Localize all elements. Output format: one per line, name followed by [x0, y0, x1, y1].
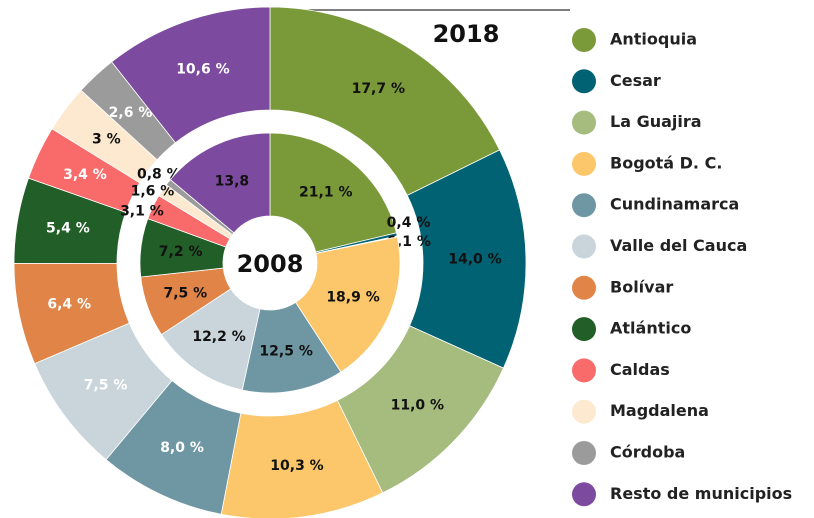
legend-label: Bogotá D. C. — [610, 153, 722, 172]
legend-swatch — [572, 275, 596, 300]
legend-swatch — [572, 441, 596, 465]
legend-label: Caldas — [610, 360, 670, 379]
segment-label: 3 % — [92, 132, 121, 148]
legend-label: Magdalena — [610, 401, 709, 420]
legend-swatch — [572, 151, 596, 176]
legend-swatch — [572, 193, 596, 218]
segment-label: 12,2 % — [192, 329, 245, 345]
legend-label: Bolívar — [610, 277, 673, 296]
donut-segment — [269, 6, 501, 196]
segment-label: 13,8 — [215, 173, 250, 189]
legend-swatch — [572, 110, 596, 135]
inner-ring-title: 2008 — [237, 250, 304, 278]
legend-label: Córdoba — [610, 443, 685, 462]
segment-label: 0,4 % — [387, 215, 431, 231]
segment-label: 10,3 % — [270, 458, 323, 474]
segment-label: 0,8 % — [137, 167, 181, 183]
segment-label: 3,4 % — [63, 167, 107, 183]
segment-label: 7,5 % — [84, 377, 128, 393]
segment-label: 11,0 % — [391, 398, 444, 414]
legend-swatch — [572, 358, 596, 383]
segment-label: 3,1 % — [120, 204, 164, 220]
segment-label: 14,0 % — [448, 251, 501, 267]
segment-label: 21,1 % — [299, 184, 352, 200]
segment-label: 1,6 % — [131, 183, 175, 199]
segment-label: 12,5 % — [259, 344, 312, 360]
legend-label: Resto de municipios — [610, 484, 792, 503]
legend-swatch — [572, 234, 596, 259]
donut-segment — [169, 132, 271, 234]
legend-swatch — [572, 28, 596, 52]
donut-segment — [295, 236, 401, 373]
legend-swatch — [572, 69, 596, 94]
segment-label: 7,5 % — [163, 285, 207, 301]
legend-swatch — [572, 399, 596, 424]
segment-label: 18,9 % — [326, 290, 379, 306]
segment-label: 2,6 % — [109, 105, 153, 121]
legend-label: Atlántico — [610, 319, 691, 338]
segment-label: 6,4 % — [47, 296, 91, 312]
donut-segment — [111, 6, 271, 144]
segment-label: 8,0 % — [160, 440, 204, 456]
segment-label: 10,6 % — [176, 61, 229, 77]
legend-label: La Guajira — [610, 112, 702, 131]
outer-ring-title: 2018 — [433, 20, 500, 48]
legend-label: Cundinamarca — [610, 195, 739, 214]
legend-label: Antioquia — [610, 30, 697, 49]
legend-label: Valle del Cauca — [610, 236, 747, 255]
legend-label: Cesar — [610, 71, 661, 90]
legend-swatch — [572, 482, 596, 507]
segment-label: 7,2 % — [159, 244, 203, 260]
segment-label: 5,4 % — [46, 221, 90, 237]
donut-segment — [269, 132, 397, 253]
segment-label: 17,7 % — [352, 81, 405, 97]
legend-swatch — [572, 317, 596, 342]
